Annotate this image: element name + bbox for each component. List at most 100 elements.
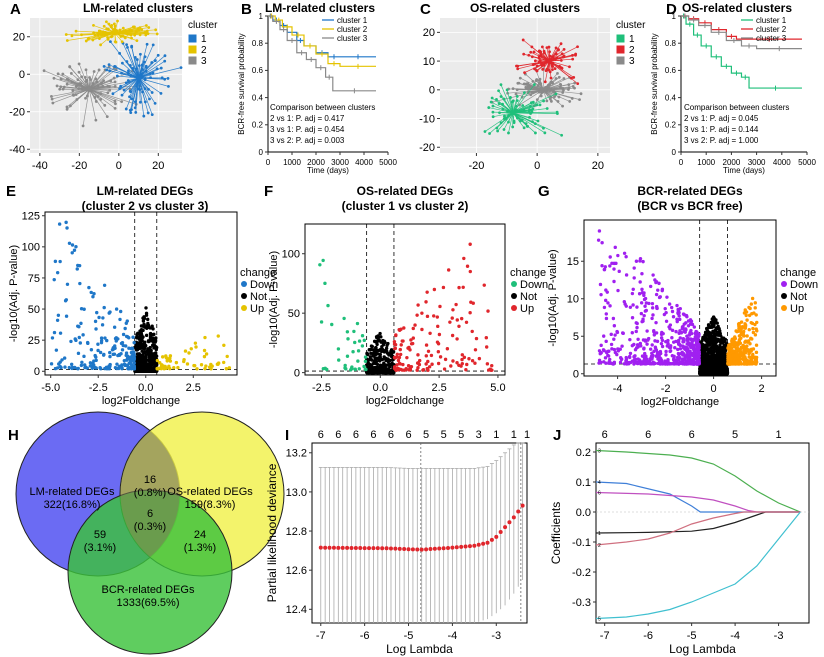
data-point (634, 259, 639, 263)
data-point (216, 334, 220, 338)
data-point (465, 362, 469, 367)
data-point (705, 358, 709, 362)
data-point (167, 84, 170, 88)
data-point (189, 347, 193, 351)
y-tick-label: -0.3 (572, 597, 591, 609)
plot-background (440, 18, 610, 153)
data-point (58, 331, 63, 335)
legend-key (241, 281, 247, 287)
data-point (52, 277, 56, 282)
data-point (443, 357, 448, 362)
data-point (651, 313, 655, 317)
cluster-ray (520, 77, 544, 91)
data-point (130, 36, 133, 40)
y-tick-label: 0 (34, 366, 40, 378)
data-point (103, 103, 107, 107)
data-point (363, 359, 368, 363)
data-point (740, 326, 744, 330)
data-point (660, 338, 665, 343)
data-point (562, 77, 566, 80)
data-point (455, 361, 459, 365)
legend-label: Down (250, 279, 278, 291)
data-point (135, 332, 139, 337)
data-point (526, 86, 530, 90)
data-point (671, 315, 676, 319)
top-axis-label: 5 (441, 429, 447, 441)
data-point (102, 64, 106, 68)
data-point (496, 129, 500, 133)
data-point (697, 351, 701, 355)
cluster-ray (138, 77, 162, 94)
data-point (746, 348, 751, 352)
annotation-text: 3 vs 2: P. adj = 0.003 (270, 136, 345, 145)
data-point (75, 267, 79, 271)
data-point (599, 343, 603, 348)
top-axis-label: 1 (524, 429, 530, 441)
data-point (618, 360, 623, 365)
chart-subtitle: (cluster 2 vs cluster 3) (82, 199, 209, 213)
data-point (545, 107, 549, 110)
data-point (516, 67, 520, 71)
cluster-ray (130, 65, 139, 79)
data-point (207, 365, 212, 369)
data-point (142, 368, 147, 373)
data-point (115, 74, 119, 78)
data-point (139, 356, 144, 360)
data-point (529, 50, 533, 54)
data-point (124, 351, 129, 355)
legend-label: Not (790, 291, 807, 303)
x-tick-label: 4000 (355, 158, 373, 167)
y-tick-label: -0.1 (572, 537, 591, 549)
data-point (605, 349, 610, 354)
data-point (67, 365, 71, 370)
data-point (665, 344, 669, 348)
data-point (140, 338, 144, 343)
data-point (691, 353, 695, 358)
legend-title: cluster (188, 20, 218, 31)
data-point (138, 52, 142, 56)
data-point (54, 348, 59, 352)
data-point (549, 97, 552, 101)
cluster-ray (89, 88, 122, 102)
data-point (486, 309, 490, 313)
data-point (450, 316, 454, 320)
data-point (737, 340, 741, 344)
data-point (102, 24, 106, 28)
data-point (135, 336, 139, 340)
plot-background (30, 18, 182, 153)
cv-point (450, 545, 455, 550)
data-point (108, 364, 112, 369)
top-axis-label: 1 (493, 429, 499, 441)
data-point (752, 355, 756, 360)
data-point (643, 359, 647, 363)
data-point (96, 342, 100, 346)
data-point (628, 351, 633, 356)
data-point (153, 351, 158, 355)
data-point (400, 339, 404, 343)
y-axis-label: BCR-free survival probability (650, 33, 659, 134)
cv-point (516, 509, 521, 514)
data-point (711, 368, 715, 372)
data-point (420, 311, 424, 315)
data-point (712, 345, 716, 349)
data-point (399, 327, 403, 331)
data-point (715, 321, 719, 325)
cluster-ray (88, 89, 106, 106)
cv-point (446, 545, 451, 550)
data-point (611, 316, 616, 321)
data-point (735, 346, 740, 350)
data-point (511, 87, 515, 91)
data-point (147, 87, 150, 91)
data-point (194, 345, 198, 349)
x-axis-label: Log Lambda (669, 642, 736, 656)
x-tick-label: -2.5 (312, 382, 331, 394)
data-point (360, 334, 365, 338)
data-point (636, 345, 640, 349)
data-point (635, 305, 639, 309)
data-point (83, 75, 87, 79)
data-point (707, 330, 712, 335)
data-point (371, 354, 375, 358)
data-point (663, 362, 668, 366)
cluster-ray (69, 66, 90, 90)
annotation-text: 3 vs 1: P. adj = 0.144 (684, 125, 759, 134)
